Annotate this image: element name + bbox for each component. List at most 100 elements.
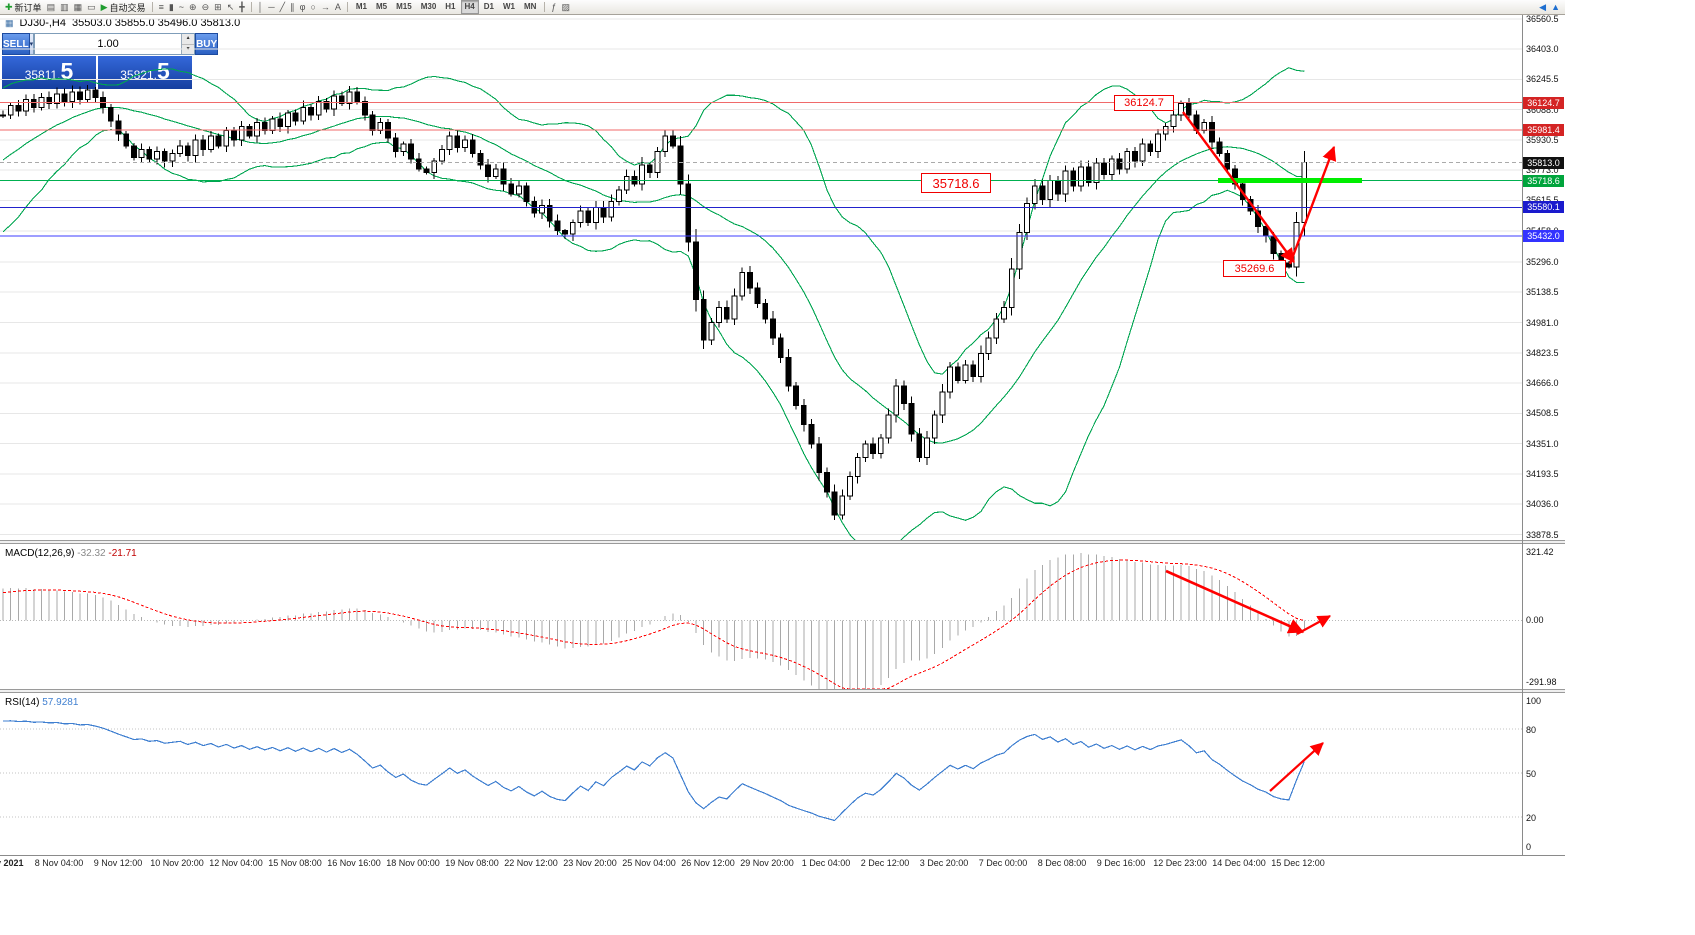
timeframe-mn-button[interactable]: MN — [523, 2, 537, 11]
date-label: 19 Nov 08:00 — [445, 858, 499, 868]
date-label: 9 Nov 12:00 — [93, 858, 143, 868]
y-axis-tick: 34823.5 — [1526, 347, 1559, 358]
timeframe-m15-button[interactable]: M15 — [396, 2, 412, 11]
cursor-icon[interactable]: ↖ — [225, 1, 237, 14]
date-label: 3 Dec 20:00 — [919, 858, 969, 868]
indicators-icon[interactable]: ƒ — [549, 1, 558, 14]
timeframe-m30-button[interactable]: M30 — [420, 2, 437, 11]
line-chart-icon[interactable]: ~ — [177, 1, 186, 14]
toolbar-separator — [151, 2, 153, 12]
terminal-icon[interactable]: ▭ — [85, 1, 98, 14]
rsi-canvas[interactable] — [0, 694, 1522, 854]
date-label: 5 Nov 2021 — [0, 858, 24, 868]
candlestick-chart-icon[interactable]: ▮ — [167, 1, 176, 14]
templates-icon[interactable]: ▨ — [559, 1, 572, 14]
crosshair-icon-glyph: ╋ — [239, 2, 245, 12]
scroll-to-end-icon[interactable]: ◀ — [1537, 1, 1548, 14]
date-label: 9 Dec 16:00 — [1096, 858, 1146, 868]
text-icon-glyph: A — [334, 2, 341, 12]
y-axis-tick: 34981.0 — [1526, 317, 1559, 328]
ellipse-icon[interactable]: ○ — [308, 1, 317, 14]
new-order-button[interactable]: ✚ 新订单 — [3, 1, 44, 14]
y-axis-tick: 34508.5 — [1526, 408, 1559, 419]
chart-shift-icon-glyph: ▲ — [1551, 2, 1560, 12]
text-icon[interactable]: A — [333, 1, 343, 14]
date-label: 23 Nov 20:00 — [563, 858, 617, 868]
crosshair-icon[interactable]: ╋ — [237, 1, 246, 14]
timeframe-d1-button[interactable]: D1 — [483, 2, 494, 11]
data-window-icon[interactable]: ▥ — [58, 1, 71, 14]
peak-price-label[interactable]: 36124.7 — [1114, 95, 1174, 111]
main-toolbar: ✚ 新订单 ▤ ▥ ▦ ▭ ▶ 自动交易 ≡ ▮ ~ ⊕ ⊖ ⊞ ↖ ╋ │ ─ ╱ ∥ φ ○ → A M1 M5 M15 M30 H… — [0, 0, 1565, 15]
auto-trading-button-label: 自动交易 — [109, 2, 146, 13]
arrow-object-icon[interactable]: → — [319, 1, 332, 14]
chart-symbol-icon: ▦ — [5, 17, 14, 28]
tile-windows-icon-glyph: ⊞ — [214, 2, 222, 12]
support-price-label[interactable]: 35718.6 — [921, 173, 991, 193]
lot-increase-button[interactable]: ▲ — [182, 34, 195, 44]
y-axis-tick: 34193.5 — [1526, 468, 1559, 479]
zoom-in-icon[interactable]: ⊕ — [187, 1, 199, 14]
trendline-icon-glyph: ╱ — [279, 2, 286, 12]
new-order-button-label: 新订单 — [14, 2, 42, 13]
timeframe-h1-button[interactable]: H1 — [445, 2, 456, 11]
bar-chart-icon[interactable]: ≡ — [157, 1, 166, 14]
rsi-line — [2, 720, 1305, 822]
vertical-line-icon-glyph: │ — [257, 2, 264, 12]
candles — [0, 84, 1308, 520]
data-window-icon-glyph: ▥ — [60, 2, 69, 12]
market-watch-icon-glyph: ▤ — [46, 2, 56, 12]
timeframe-w1-button[interactable]: W1 — [502, 2, 515, 11]
auto-trading-button[interactable]: ▶ 自动交易 — [99, 1, 148, 14]
rsi-indicator-label: RSI(14) 57.9281 — [5, 697, 78, 708]
y-axis-tick: 35615.5 — [1526, 196, 1559, 205]
price-tag: 35981.4 — [1523, 124, 1564, 137]
trendline-icon[interactable]: ╱ — [278, 1, 287, 14]
indicators-icon-glyph: ƒ — [551, 2, 557, 12]
macd-value-1: -32.32 — [77, 548, 106, 559]
scroll-to-end-icon-glyph: ◀ — [1539, 2, 1547, 12]
macd-histogram — [2, 553, 1305, 689]
fibonacci-icon-glyph: φ — [299, 2, 306, 12]
macd-canvas[interactable] — [0, 545, 1522, 689]
line-chart-icon-glyph: ~ — [178, 2, 185, 12]
macd-axis-label: -291.98 — [1526, 677, 1557, 687]
navigator-icon[interactable]: ▦ — [72, 1, 85, 14]
timeframe-m1-button[interactable]: M1 — [355, 2, 368, 11]
price-tag: 35580.1 — [1523, 201, 1564, 214]
rsi-axis-label: 0 — [1526, 842, 1532, 852]
date-label: 1 Dec 04:00 — [801, 858, 851, 868]
horizontal-line-icon[interactable]: ─ — [266, 1, 276, 14]
zoom-out-icon[interactable]: ⊖ — [200, 1, 212, 14]
y-axis-tick: 35773.0 — [1526, 165, 1559, 176]
rsi-name: RSI(14) — [5, 697, 40, 708]
sell-price-box[interactable]: 35811. 5 — [2, 56, 96, 89]
tile-windows-icon[interactable]: ⊞ — [212, 1, 224, 14]
price-axis[interactable]: 36560.5 36403.0 36245.5 36088.0 35930.5 35773… — [1523, 14, 1565, 855]
time-axis[interactable]: 5 Nov 2021 8 Nov 04:00 9 Nov 12:00 10 Nov 2… — [0, 856, 1522, 870]
rsi-axis-label: 100 — [1526, 696, 1542, 706]
low-price-label[interactable]: 35269.6 — [1223, 260, 1286, 277]
channel-icon[interactable]: ∥ — [288, 1, 297, 14]
horizontal-line-icon-glyph: ─ — [268, 2, 275, 12]
rsi-pane-splitter[interactable] — [0, 689, 1565, 693]
macd-axis-label: 0.00 — [1526, 615, 1544, 626]
main-chart-canvas[interactable] — [0, 15, 1522, 540]
price-tag: 35718.6 — [1523, 174, 1564, 187]
chart-shift-icon[interactable]: ▲ — [1549, 1, 1562, 14]
vertical-line-icon[interactable]: │ — [256, 1, 266, 14]
price-tag: 35813.0 — [1523, 156, 1564, 169]
toolbar-separator — [250, 2, 252, 12]
templates-icon-glyph: ▨ — [561, 2, 570, 12]
market-watch-icon[interactable]: ▤ — [45, 1, 58, 14]
fibonacci-icon[interactable]: φ — [298, 1, 308, 14]
rsi-axis-label: 50 — [1526, 769, 1537, 779]
macd-pane-splitter[interactable] — [0, 540, 1565, 544]
chart-ohlc-header: ▦ DJ30-,H4 35503.0 35855.0 35496.0 35813… — [5, 17, 240, 29]
timeframe-m5-button[interactable]: M5 — [376, 2, 388, 11]
timeframe-h4-button[interactable]: H4 — [460, 0, 479, 14]
date-label: 12 Nov 04:00 — [209, 858, 263, 868]
sell-dropdown[interactable]: ▾ — [29, 33, 35, 55]
zoom-out-icon-glyph: ⊖ — [201, 2, 210, 12]
